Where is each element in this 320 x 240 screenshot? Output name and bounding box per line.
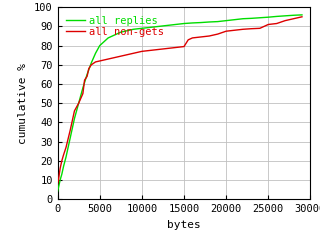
all replies <box>216 20 220 23</box>
all replies <box>199 21 203 24</box>
all non-gets <box>258 27 262 30</box>
all replies <box>119 31 123 34</box>
all non-gets <box>250 27 253 30</box>
all non-gets <box>190 36 194 39</box>
X-axis label: bytes: bytes <box>167 220 201 230</box>
all non-gets <box>266 23 270 26</box>
all non-gets <box>233 29 236 32</box>
all non-gets <box>106 58 110 60</box>
all replies <box>68 136 72 139</box>
all non-gets <box>77 102 81 105</box>
all non-gets <box>98 60 102 62</box>
all replies <box>73 117 76 120</box>
all replies <box>56 190 60 193</box>
all non-gets <box>241 28 245 31</box>
all replies <box>174 23 178 26</box>
all replies <box>93 52 97 55</box>
all replies <box>292 14 295 17</box>
all replies <box>241 17 245 20</box>
all replies <box>102 40 106 43</box>
all non-gets <box>216 33 220 36</box>
Line: all replies: all replies <box>58 15 302 192</box>
all replies <box>157 25 161 28</box>
all replies <box>250 17 253 20</box>
all non-gets <box>61 154 65 156</box>
all replies <box>85 73 89 76</box>
all replies <box>207 21 211 24</box>
Legend: all replies, all non-gets: all replies, all non-gets <box>63 12 167 40</box>
all replies <box>266 16 270 19</box>
all non-gets <box>64 146 68 149</box>
all non-gets <box>58 167 62 170</box>
all non-gets <box>165 47 169 50</box>
all replies <box>110 35 114 37</box>
all replies <box>300 13 304 16</box>
all non-gets <box>186 38 190 41</box>
all non-gets <box>157 48 161 51</box>
all non-gets <box>93 60 97 63</box>
all non-gets <box>60 159 64 162</box>
Line: all non-gets: all non-gets <box>58 17 302 184</box>
all replies <box>165 24 169 27</box>
all replies <box>182 22 186 25</box>
all non-gets <box>81 92 85 95</box>
all non-gets <box>182 45 186 48</box>
all replies <box>132 28 135 31</box>
all non-gets <box>300 15 304 18</box>
all non-gets <box>224 30 228 33</box>
all non-gets <box>275 22 279 25</box>
all replies <box>106 36 110 39</box>
all non-gets <box>57 179 60 181</box>
all replies <box>258 16 262 19</box>
all replies <box>58 179 62 181</box>
all non-gets <box>57 173 61 176</box>
all non-gets <box>68 129 72 132</box>
all replies <box>57 186 60 189</box>
all non-gets <box>89 63 93 66</box>
all replies <box>57 182 61 185</box>
all non-gets <box>132 52 135 55</box>
all replies <box>233 18 236 21</box>
all non-gets <box>283 19 287 22</box>
all replies <box>224 19 228 22</box>
all replies <box>64 156 68 158</box>
all replies <box>190 22 194 24</box>
all non-gets <box>56 182 60 185</box>
all replies <box>81 86 85 89</box>
all non-gets <box>207 35 211 37</box>
all replies <box>60 173 64 176</box>
Y-axis label: cumulative %: cumulative % <box>19 63 28 144</box>
all non-gets <box>87 67 91 70</box>
all non-gets <box>199 36 203 38</box>
all replies <box>123 30 127 33</box>
all replies <box>275 15 279 18</box>
all non-gets <box>83 79 86 82</box>
all non-gets <box>148 49 152 52</box>
all replies <box>148 26 152 29</box>
all non-gets <box>73 109 76 112</box>
all replies <box>89 61 93 64</box>
all non-gets <box>292 17 295 20</box>
all non-gets <box>140 50 144 53</box>
all non-gets <box>115 56 118 59</box>
all non-gets <box>174 46 178 49</box>
all replies <box>140 27 144 30</box>
all replies <box>115 33 118 36</box>
all non-gets <box>85 75 89 78</box>
all non-gets <box>123 54 127 57</box>
all non-gets <box>102 59 106 61</box>
all replies <box>61 165 65 168</box>
all replies <box>283 14 287 17</box>
all replies <box>98 44 102 47</box>
all replies <box>77 102 81 105</box>
